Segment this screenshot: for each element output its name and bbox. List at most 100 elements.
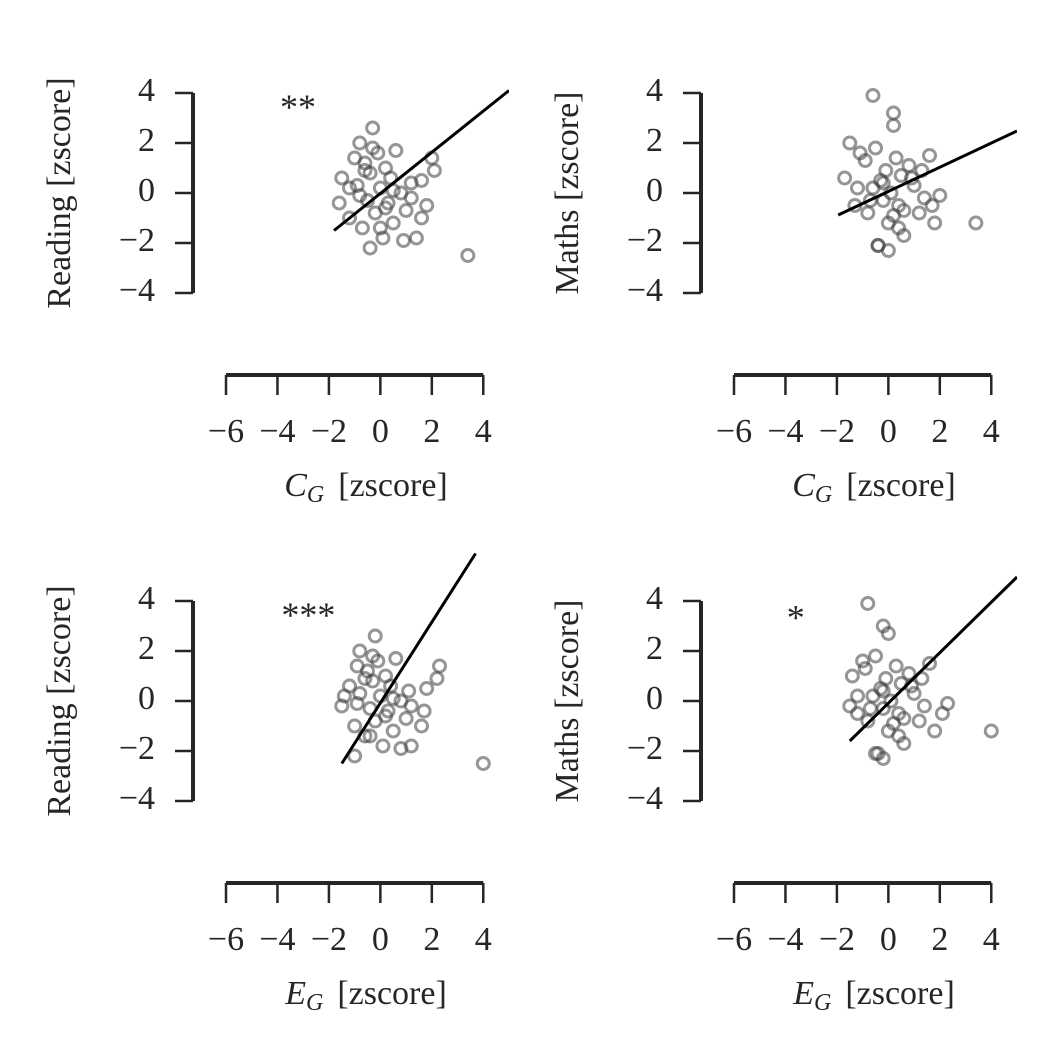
point — [352, 135, 368, 151]
x-tick-label: 4 — [475, 921, 492, 958]
point — [365, 673, 381, 689]
point — [429, 671, 445, 686]
point — [886, 118, 902, 133]
x-tick-label: −4 — [767, 921, 803, 958]
y-tick-label: −2 — [119, 730, 155, 767]
point — [875, 751, 891, 766]
x-tick-label: −2 — [311, 413, 347, 450]
point — [968, 215, 984, 231]
point — [419, 198, 435, 213]
y-tick-label: −4 — [119, 272, 155, 309]
point — [888, 150, 904, 166]
point — [385, 723, 401, 739]
x-label-symbol: E — [792, 975, 814, 1012]
x-label-unit: [zscore] — [338, 467, 447, 504]
x-tick-label: 2 — [423, 413, 440, 450]
y-axis-label: Reading [zscore] — [41, 585, 78, 816]
y-tick-label: −4 — [119, 780, 155, 817]
point — [914, 671, 930, 686]
point — [393, 741, 409, 756]
point — [916, 698, 932, 714]
point — [886, 105, 902, 121]
y-tick-label: 2 — [138, 122, 155, 159]
point — [341, 180, 357, 196]
point — [844, 668, 860, 684]
y-tick-label: −4 — [627, 780, 663, 817]
y-tick-label: 4 — [646, 580, 663, 617]
point — [365, 120, 381, 136]
regression-line — [848, 575, 1017, 743]
point — [896, 711, 912, 726]
point — [855, 653, 871, 669]
y-tick-label: 2 — [646, 630, 663, 667]
point — [419, 681, 435, 696]
x-tick-label: 2 — [931, 413, 948, 450]
point — [347, 748, 363, 764]
point — [378, 708, 394, 724]
y-axis-label: Maths [zscore] — [549, 92, 586, 295]
point — [857, 153, 873, 168]
point — [862, 193, 878, 208]
y-tick-label: −2 — [119, 222, 155, 259]
point — [336, 688, 352, 704]
point — [396, 233, 412, 248]
point — [352, 188, 368, 203]
point — [388, 651, 404, 666]
x-tick-label: −6 — [208, 413, 244, 450]
point — [365, 648, 381, 664]
point — [983, 723, 999, 739]
point — [924, 198, 940, 213]
point — [334, 170, 350, 186]
x-label-subscript: G — [306, 990, 323, 1016]
x-tick-label: −6 — [716, 413, 752, 450]
point — [878, 163, 894, 178]
point — [916, 190, 932, 206]
point — [357, 163, 373, 178]
point — [372, 220, 388, 236]
significance-annotation: * — [787, 597, 805, 637]
point — [837, 170, 853, 186]
x-tick-label: 2 — [423, 921, 440, 958]
x-label-unit: [zscore] — [845, 975, 954, 1012]
point — [331, 195, 347, 211]
points — [837, 88, 1017, 258]
point — [865, 88, 881, 103]
point — [365, 140, 381, 156]
point — [849, 706, 865, 721]
point — [849, 180, 865, 196]
x-label-symbol: E — [284, 975, 306, 1012]
point — [460, 248, 476, 263]
x-tick-label: −4 — [259, 413, 295, 450]
point — [922, 148, 938, 163]
x-axis-label: CG [zscore] — [792, 467, 956, 508]
point — [927, 215, 943, 231]
significance-annotation: *** — [281, 595, 335, 635]
regression-line — [340, 552, 477, 765]
x-tick-label: −6 — [716, 921, 752, 958]
x-label-unit: [zscore] — [337, 975, 446, 1012]
y-axis-label: Maths [zscore] — [549, 600, 586, 803]
point — [349, 696, 365, 711]
y-tick-label: 2 — [138, 630, 155, 667]
point — [414, 718, 430, 734]
point — [475, 756, 491, 771]
point — [367, 628, 383, 644]
y-tick-label: 0 — [138, 680, 155, 717]
point — [378, 200, 394, 216]
point — [432, 658, 448, 674]
point — [868, 648, 883, 664]
point — [906, 686, 922, 701]
y-tick-label: 0 — [646, 172, 663, 209]
x-tick-label: −2 — [311, 921, 347, 958]
x-tick-label: −6 — [208, 921, 244, 958]
point — [408, 230, 424, 246]
point — [896, 203, 912, 218]
x-label-symbol: C — [792, 467, 815, 504]
point — [860, 205, 876, 221]
y-tick-label: 4 — [138, 580, 155, 617]
